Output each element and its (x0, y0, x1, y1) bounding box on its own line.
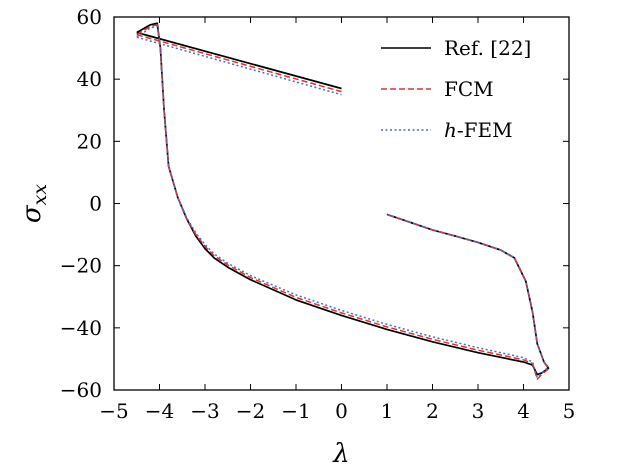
y-tick-label: 60 (77, 5, 102, 29)
plot-lines (136, 22, 550, 380)
y-tick-label: −60 (60, 378, 102, 402)
legend-label: h-FEM (444, 118, 513, 142)
x-tick-label: −1 (281, 399, 310, 423)
legend: Ref. [22] FCM h-FEM (381, 36, 531, 142)
y-tick-label: 40 (77, 67, 102, 91)
x-tick-label: 2 (426, 399, 439, 423)
legend-label: FCM (444, 77, 494, 101)
y-tick-label: −40 (60, 316, 102, 340)
plot-frame (113, 16, 570, 391)
x-tick-label: 4 (517, 399, 530, 423)
y-axis-title-main: σ (17, 204, 47, 223)
x-axis-title: λ (332, 439, 349, 469)
x-tick-label: −5 (99, 399, 128, 423)
series-line (136, 33, 342, 93)
x-tick-label: −4 (145, 399, 174, 423)
series-line (136, 25, 550, 379)
x-tick-label: −3 (190, 399, 219, 423)
axis-ticks: −5 −4 −3 −2 −1 0 1 2 3 4 5 −60 −40 −20 0 20 40 60 (60, 5, 576, 423)
x-tick-label: 0 (335, 399, 348, 423)
x-tick-label: −2 (236, 399, 265, 423)
y-tick-label: −20 (60, 254, 102, 278)
y-axis-title-sub: xx (29, 184, 51, 206)
series-line (136, 31, 342, 90)
series-line (136, 36, 342, 96)
y-tick-label: 0 (89, 192, 102, 216)
x-tick-label: 3 (472, 399, 485, 423)
series-h-fem (136, 25, 550, 379)
y-axis-title: σxx (17, 184, 51, 223)
series-ref-22- (136, 22, 550, 376)
legend-label: Ref. [22] (444, 36, 531, 60)
y-tick-label: 20 (77, 129, 102, 153)
series-line (136, 22, 550, 376)
x-tick-label: 1 (381, 399, 394, 423)
x-tick-label: 5 (563, 399, 576, 423)
